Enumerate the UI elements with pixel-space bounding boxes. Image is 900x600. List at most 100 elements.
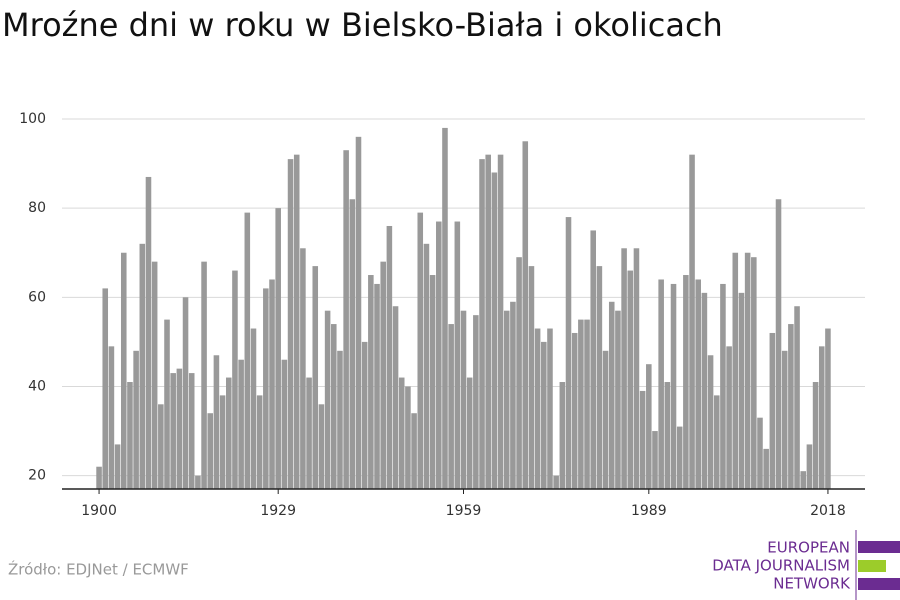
bar	[398, 377, 405, 489]
bar	[293, 154, 300, 489]
bar	[757, 417, 763, 489]
bar	[207, 413, 214, 489]
bar	[553, 475, 559, 489]
bar	[615, 310, 621, 489]
bar	[775, 199, 782, 489]
bar	[503, 310, 510, 489]
bar	[806, 444, 813, 489]
x-tick-label: 1959	[446, 503, 482, 519]
logo-bar	[858, 541, 900, 553]
bar	[361, 341, 368, 489]
x-tick-label: 2018	[810, 503, 846, 519]
bar	[683, 275, 689, 489]
x-tick-label: 1900	[81, 503, 117, 519]
y-tick-label: 60	[28, 289, 46, 305]
logo-text: EUROPEAN	[767, 539, 850, 557]
bar	[584, 319, 590, 489]
bar	[188, 373, 195, 489]
bar	[528, 266, 535, 489]
bar	[250, 328, 257, 489]
bar	[145, 176, 152, 489]
bar	[182, 297, 189, 489]
bar	[565, 217, 572, 489]
bar	[695, 279, 702, 489]
bar	[275, 208, 281, 490]
logo-text: DATA JOURNALISM	[712, 557, 850, 575]
bar	[751, 257, 757, 489]
bar	[318, 404, 325, 489]
bar	[559, 382, 566, 489]
bar	[491, 172, 498, 490]
bar	[485, 154, 491, 489]
bar	[454, 221, 461, 489]
bar	[534, 328, 541, 489]
bar	[306, 377, 312, 489]
bar	[497, 154, 504, 489]
y-tick-label: 80	[28, 200, 46, 216]
bar	[590, 230, 596, 489]
bar	[225, 377, 232, 489]
bar	[244, 212, 251, 490]
bar	[701, 292, 708, 489]
bar	[652, 431, 658, 489]
bar	[355, 136, 362, 489]
bar	[608, 301, 615, 489]
bar	[374, 283, 380, 489]
x-tick-label: 1929	[260, 503, 296, 519]
bar	[466, 377, 473, 489]
bar	[578, 319, 584, 489]
bar	[571, 332, 578, 489]
bar	[541, 341, 547, 489]
logo-text: NETWORK	[773, 575, 851, 593]
logo-bar	[858, 560, 886, 572]
bar	[448, 324, 454, 489]
bar	[300, 248, 306, 489]
bar	[732, 252, 739, 489]
bar	[238, 359, 244, 489]
bar	[596, 266, 603, 489]
bar	[151, 261, 158, 489]
y-tick-label: 20	[28, 468, 46, 484]
bar	[96, 466, 102, 489]
bar	[263, 288, 269, 489]
bar	[627, 270, 634, 489]
bar	[547, 328, 553, 489]
bar	[800, 471, 807, 489]
bar	[324, 310, 331, 489]
bar	[133, 350, 139, 489]
logo: EUROPEAN DATA JOURNALISM NETWORK	[712, 530, 900, 600]
bar	[664, 382, 671, 489]
bar	[411, 413, 417, 489]
y-tick-label: 100	[19, 111, 46, 127]
bar	[639, 390, 646, 489]
bar	[368, 275, 374, 489]
bar	[170, 373, 176, 489]
bar	[417, 212, 424, 490]
bar	[287, 159, 294, 489]
bar	[201, 261, 207, 489]
bar	[763, 448, 769, 489]
bar	[386, 225, 393, 489]
bar	[312, 266, 319, 489]
bar	[139, 243, 146, 489]
bar	[337, 350, 343, 489]
bar	[176, 368, 183, 489]
bar	[392, 306, 399, 489]
bar	[108, 346, 115, 489]
bar	[818, 346, 825, 489]
bar	[713, 395, 720, 489]
bar	[436, 221, 442, 489]
bar	[120, 252, 127, 489]
bar	[213, 355, 220, 489]
bar	[707, 355, 714, 489]
bar	[423, 243, 430, 489]
bar	[744, 252, 751, 489]
bar	[269, 279, 275, 489]
bar	[479, 159, 485, 489]
bar	[380, 261, 386, 489]
bar	[127, 382, 133, 489]
bar	[689, 154, 695, 489]
bar	[281, 359, 288, 489]
bar	[602, 350, 609, 489]
chart-title: Mroźne dni w roku w Bielsko-Biała i okol…	[2, 6, 723, 44]
